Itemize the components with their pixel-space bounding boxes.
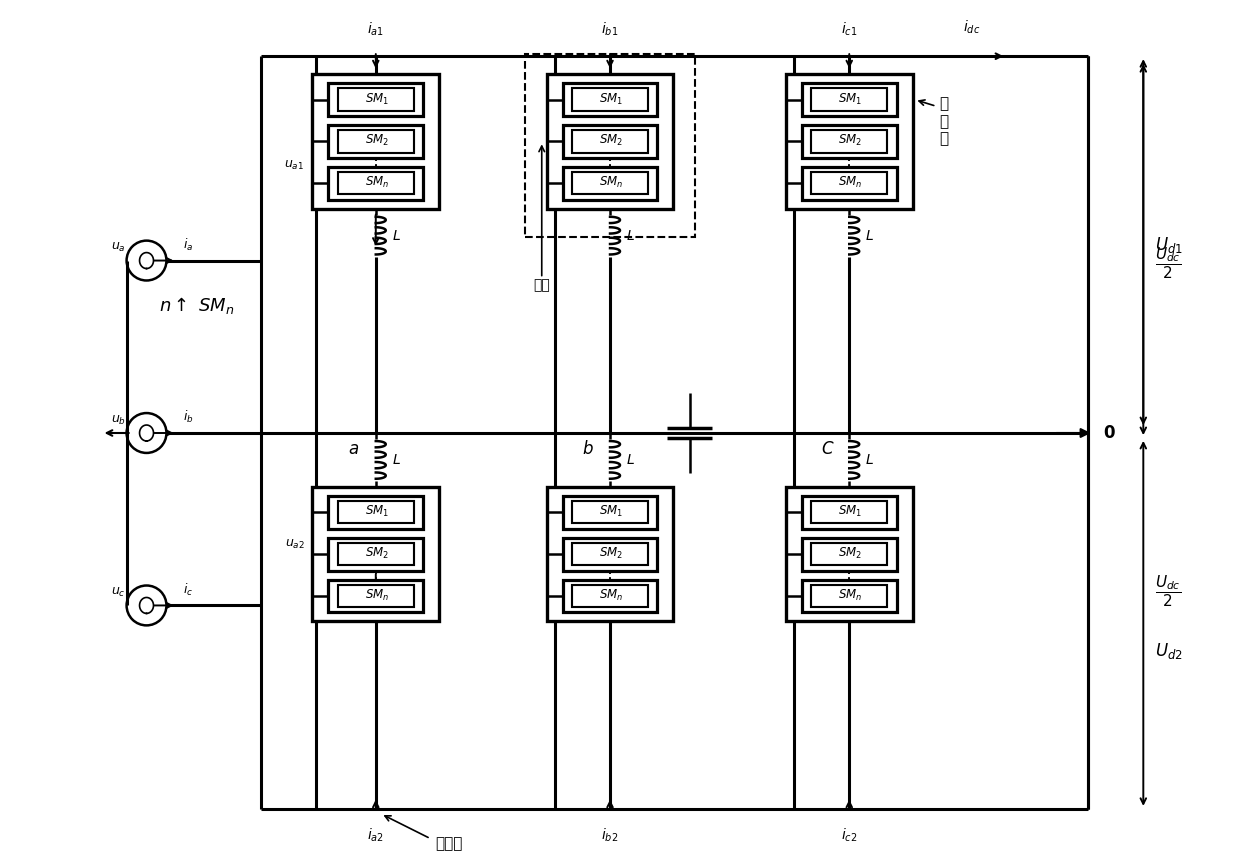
Bar [802,167,897,200]
Bar [563,496,658,529]
Text: $i_a$: $i_a$ [183,236,193,253]
Bar [802,125,897,158]
Bar [546,487,673,621]
Bar [563,125,658,158]
Text: $i_{b1}$: $i_{b1}$ [601,21,618,38]
Text: $\mathbf{0}$: $\mathbf{0}$ [1104,424,1116,442]
Bar [563,580,658,612]
Text: $i_{b2}$: $i_{b2}$ [601,827,618,844]
Bar [786,487,913,621]
Bar [328,83,424,116]
Text: $i_c$: $i_c$ [183,581,193,598]
Bar [802,83,897,116]
Text: $SM_{2}$: $SM_{2}$ [839,133,862,149]
Text: $SM_{1}$: $SM_{1}$ [364,504,389,519]
Bar [563,83,658,116]
Bar [802,580,897,612]
Text: $SM_{1}$: $SM_{1}$ [839,504,862,519]
Text: $SM_{2}$: $SM_{2}$ [598,133,623,149]
Bar [572,543,648,566]
Text: $\dfrac{U_{dc}}{2}$: $\dfrac{U_{dc}}{2}$ [1155,573,1182,609]
Text: $SM_{2}$: $SM_{2}$ [364,133,389,149]
Bar [338,131,414,152]
Bar [338,543,414,566]
Text: $SM_{n}$: $SM_{n}$ [838,588,862,603]
Text: $\dfrac{U_{dc}}{2}$: $\dfrac{U_{dc}}{2}$ [1155,246,1182,281]
Text: 子
模
块: 子 模 块 [939,96,949,146]
Text: $L$: $L$ [626,453,634,467]
Text: n$\uparrow$ $\mathit{SM_n}$: n$\uparrow$ $\mathit{SM_n}$ [159,295,234,316]
Bar [572,585,648,607]
Bar [563,167,658,200]
Text: $SM_{2}$: $SM_{2}$ [839,546,862,561]
Bar [338,501,414,523]
Bar [786,74,913,208]
Text: $i_{a2}$: $i_{a2}$ [367,827,384,844]
Text: $i_{c2}$: $i_{c2}$ [841,827,857,844]
Bar [812,131,887,152]
Text: 桥臂: 桥臂 [533,279,550,292]
Text: $a$: $a$ [348,440,359,458]
Bar [572,172,648,195]
Text: $u_{a1}$: $u_{a1}$ [285,159,305,172]
Text: $i_{c1}$: $i_{c1}$ [841,21,857,38]
Bar [328,496,424,529]
Bar [802,538,897,571]
Text: $i_{a1}$: $i_{a1}$ [367,21,384,38]
Text: $SM_{2}$: $SM_{2}$ [598,546,623,561]
Bar [338,172,414,195]
Text: $SM_{1}$: $SM_{1}$ [598,92,623,106]
Bar [525,54,695,237]
Text: $U_{d1}$: $U_{d1}$ [1155,234,1183,254]
Text: $U_{d2}$: $U_{d2}$ [1155,641,1183,661]
Bar [572,88,648,111]
Text: $SM_{1}$: $SM_{1}$ [839,92,862,106]
Bar [812,172,887,195]
Bar [812,543,887,566]
Bar [563,538,658,571]
Bar [812,501,887,523]
Bar [328,167,424,200]
Bar [312,74,439,208]
Text: $SM_{2}$: $SM_{2}$ [364,546,389,561]
Bar [812,88,887,111]
Text: $u_c$: $u_c$ [112,586,126,599]
Text: $u_b$: $u_b$ [112,413,126,426]
Text: $SM_{1}$: $SM_{1}$ [598,504,623,519]
Text: $i_{dc}$: $i_{dc}$ [963,19,980,36]
Bar [312,487,439,621]
Text: $L$: $L$ [392,453,400,467]
Bar [338,88,414,111]
Bar [572,131,648,152]
Bar [328,580,424,612]
Text: $SM_{n}$: $SM_{n}$ [838,176,862,190]
Text: $SM_{n}$: $SM_{n}$ [598,176,623,190]
Bar [338,585,414,607]
Bar [328,538,424,571]
Bar [328,125,424,158]
Text: $u_a$: $u_a$ [112,241,126,254]
Text: $SM_{1}$: $SM_{1}$ [364,92,389,106]
Bar [546,74,673,208]
Text: $C$: $C$ [820,440,834,458]
Bar [572,501,648,523]
Text: $SM_{n}$: $SM_{n}$ [364,588,389,603]
Text: $SM_{n}$: $SM_{n}$ [598,588,623,603]
Bar [812,585,887,607]
Text: $SM_{n}$: $SM_{n}$ [364,176,389,190]
Text: 相单元: 相单元 [436,836,463,851]
Text: $u_{a2}$: $u_{a2}$ [285,537,305,551]
Bar [802,496,897,529]
Text: $L$: $L$ [865,228,873,243]
Text: $L$: $L$ [392,228,400,243]
Text: $L$: $L$ [865,453,873,467]
Text: $b$: $b$ [582,440,593,458]
Text: $i_b$: $i_b$ [183,409,193,425]
Text: $L$: $L$ [626,228,634,243]
